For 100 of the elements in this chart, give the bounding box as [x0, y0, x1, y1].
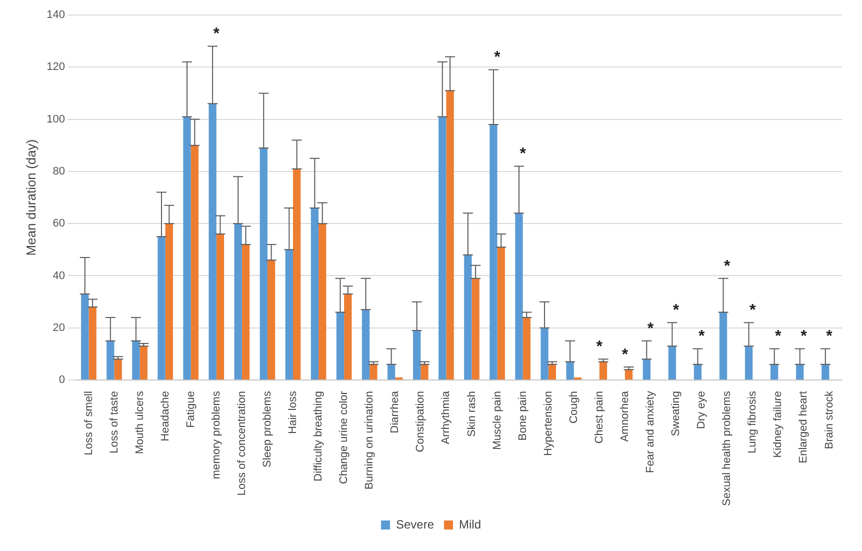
annotation: *	[647, 320, 654, 338]
y-tick-label: 0	[58, 374, 65, 386]
y-tick-label: 140	[46, 9, 65, 22]
bar	[208, 104, 216, 380]
bar	[822, 364, 830, 380]
bar	[140, 346, 148, 380]
bar	[344, 294, 352, 380]
bar	[515, 213, 523, 380]
x-tick-label: Kidney failure	[772, 391, 784, 458]
annotation: *	[698, 328, 706, 346]
legend-label: Mild	[459, 517, 482, 532]
bar	[106, 340, 114, 380]
bar	[796, 364, 804, 380]
bar	[183, 116, 191, 380]
bar	[624, 370, 633, 380]
x-tick-label: Diarrhea	[389, 390, 402, 434]
x-tick-label: Skin rash	[466, 391, 478, 437]
annotation: *	[494, 49, 502, 66]
annotation: *	[724, 258, 731, 275]
bar	[522, 317, 530, 380]
y-tick-label: 40	[52, 270, 65, 282]
y-tick-label: 120	[46, 61, 65, 74]
bar	[165, 224, 173, 380]
bar	[234, 224, 242, 380]
annotation: *	[520, 146, 527, 163]
x-tick-label: Burning on urination	[364, 391, 376, 490]
x-tick-label: Sleep problems	[261, 390, 274, 468]
annotation: *	[750, 302, 757, 320]
bar	[642, 359, 650, 380]
x-tick-label: Bone pain	[516, 391, 529, 441]
bar	[668, 346, 676, 380]
bar	[719, 312, 728, 380]
bar	[395, 377, 403, 380]
bar	[446, 90, 454, 380]
x-tick-label: Cough	[568, 391, 580, 424]
bar	[540, 328, 548, 380]
x-tick-label: Muscle pain	[491, 391, 504, 450]
bar	[216, 234, 224, 380]
legend-label: Severe	[396, 517, 434, 532]
annotation: *	[775, 328, 782, 346]
x-tick-label: Lung fibrosis	[746, 390, 759, 454]
bar	[574, 377, 582, 380]
bar	[464, 254, 472, 380]
x-tick-label: Hair loss	[287, 390, 300, 434]
bar	[260, 148, 268, 380]
bar	[387, 364, 396, 380]
bar	[694, 364, 702, 380]
bar	[490, 124, 498, 380]
x-tick-label: Loss of concentration	[236, 391, 248, 496]
x-tick-label: Sweating	[670, 391, 682, 436]
bar	[88, 307, 96, 380]
bar	[336, 312, 344, 380]
x-tick-label: Loss of smell	[82, 391, 95, 456]
bar	[472, 278, 480, 380]
y-tick-label: 100	[46, 113, 65, 126]
x-tick-label: Loss of taste	[108, 391, 120, 454]
bar	[293, 168, 301, 380]
bar	[770, 364, 778, 380]
bar	[744, 346, 753, 380]
bar	[158, 236, 166, 380]
annotation: *	[800, 328, 808, 346]
bar	[114, 359, 122, 380]
x-tick-label: memory problems	[210, 390, 222, 480]
y-axis-title: Mean duration (day)	[23, 139, 38, 256]
x-tick-label: Headache	[159, 391, 172, 442]
bar	[566, 362, 574, 380]
annotation: *	[596, 338, 604, 356]
x-tick-label: Difficulty breathing	[312, 391, 325, 482]
bar	[362, 310, 370, 380]
bar	[370, 364, 378, 380]
annotation: *	[826, 328, 834, 346]
bar	[190, 145, 199, 380]
bar	[242, 244, 250, 380]
annotation: *	[622, 346, 629, 364]
x-tick-label: Arrhythmia	[440, 390, 452, 444]
bar	[132, 340, 140, 380]
bar	[413, 330, 421, 380]
y-tick-label: 60	[52, 218, 65, 230]
y-tick-label: 80	[52, 165, 65, 178]
x-tick-label: Chest pain	[593, 391, 606, 444]
bar	[497, 247, 505, 380]
x-tick-label: Mouth ulcers	[134, 390, 146, 454]
annotation: *	[213, 26, 220, 43]
x-tick-label: Constipation	[414, 391, 427, 452]
bar	[438, 116, 446, 380]
annotation: *	[672, 302, 680, 320]
bar	[548, 364, 556, 380]
x-tick-label: Amnorhea	[618, 390, 631, 442]
x-tick-label: Enlarged heart	[798, 391, 810, 464]
bar	[267, 260, 276, 380]
y-tick-label: 20	[52, 322, 65, 334]
x-tick-label: Change urine color	[338, 390, 350, 484]
bar	[285, 250, 293, 380]
x-tick-label: Brain strock	[823, 390, 836, 450]
bar	[318, 224, 326, 380]
x-tick-label: Sexual health problems	[721, 390, 734, 506]
bar	[310, 208, 319, 380]
bar	[81, 294, 89, 380]
x-tick-label: Hypertension	[542, 391, 554, 456]
x-tick-label: Fatigue	[184, 391, 197, 428]
